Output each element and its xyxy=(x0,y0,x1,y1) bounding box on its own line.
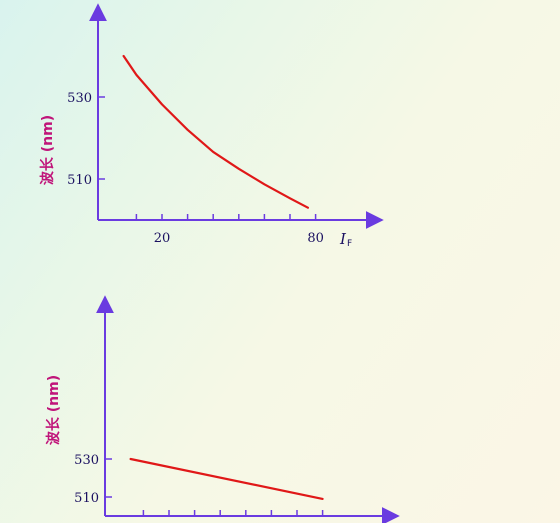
chart-1-axes xyxy=(89,3,384,229)
chart-1-y-ticks: 530 510 xyxy=(67,91,105,188)
chart-2-series-line xyxy=(129,457,324,500)
chart-2-y-tick-label: 510 xyxy=(74,491,99,506)
chart-1-series xyxy=(122,54,309,209)
chart-1-series-line xyxy=(122,54,309,209)
chart-1-x-axis-label-subscript: F xyxy=(347,239,352,249)
chart-1-x-tick-label: 20 xyxy=(154,231,171,246)
chart-2-y-ticks: 530 510 xyxy=(74,453,112,506)
chart-1-y-tick-label: 530 xyxy=(67,91,92,106)
chart-1-x-tick-label: 80 xyxy=(307,231,324,246)
chart-2-y-tick-label: 530 xyxy=(74,453,99,468)
chart-2-axes xyxy=(96,295,400,523)
chart-2-y-axis-label: 波长 (nm) xyxy=(45,375,62,445)
chart-2-x-ticks xyxy=(142,510,324,516)
chart-1-y-tick-label: 510 xyxy=(67,173,92,188)
chart-1-x-axis-label: I xyxy=(339,230,347,248)
chart-2-series xyxy=(129,457,324,500)
chart-1-y-axis-label: 波长 (nm) xyxy=(39,115,56,185)
chart-1-x-ticks: 20 80 xyxy=(135,214,324,246)
chart-2: 530 510 波长 (nm) xyxy=(45,295,400,523)
